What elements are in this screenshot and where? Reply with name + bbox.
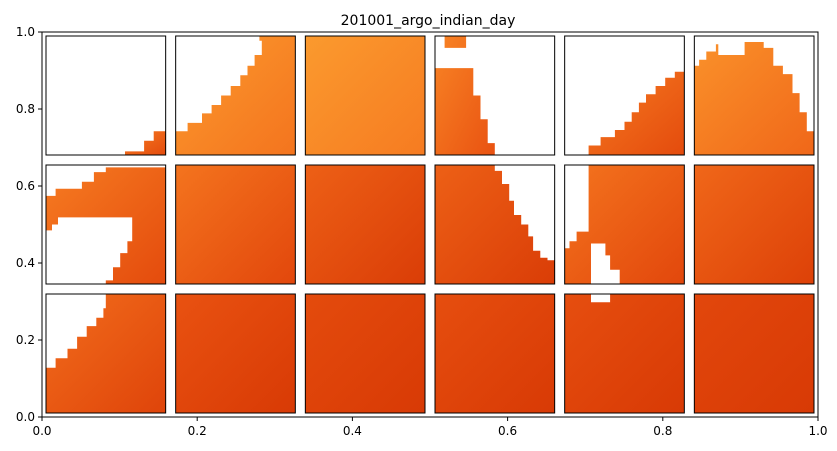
panel-fill <box>175 294 296 413</box>
heatmap-panel <box>434 164 556 285</box>
heatmap-panel <box>434 35 556 156</box>
panel-border <box>45 164 167 285</box>
heatmap-panel <box>175 293 296 414</box>
panel-border <box>693 35 815 156</box>
heatmap-panel <box>693 35 815 156</box>
panel-border <box>693 293 815 414</box>
heatmap-panel <box>434 293 556 414</box>
y-tick-label: 1.0 <box>16 25 35 39</box>
panel-fill <box>435 294 555 413</box>
y-tick-label: 0.4 <box>16 256 35 270</box>
panels <box>45 35 815 414</box>
heatmap-panel <box>564 35 685 156</box>
panel-fill <box>694 165 814 284</box>
heatmap-panel <box>45 164 167 285</box>
panel-fill <box>564 165 685 284</box>
panel-fill <box>694 42 814 155</box>
panel-border <box>45 35 167 156</box>
panel-border <box>434 164 556 285</box>
panel-fill <box>175 36 296 155</box>
panel-border <box>175 35 296 156</box>
panel-fill <box>46 294 166 413</box>
x-tick-label: 1.0 <box>808 424 827 438</box>
panel-fill <box>564 294 685 413</box>
y-tick-label: 0.6 <box>16 179 35 193</box>
panel-border <box>564 164 685 285</box>
panel-border <box>564 35 685 156</box>
axes <box>41 31 819 418</box>
heatmap-panel <box>45 35 167 156</box>
heatmap-panel <box>304 164 426 285</box>
heatmap-panel <box>304 35 426 156</box>
panel-border <box>434 293 556 414</box>
y-tick-label: 0.8 <box>16 102 35 116</box>
x-tick-label: 0.4 <box>343 424 362 438</box>
panel-border <box>564 293 685 414</box>
y-tick-label: 0.2 <box>16 333 35 347</box>
panel-fill <box>435 165 555 284</box>
panel-border <box>434 35 556 156</box>
panel-border <box>175 164 296 285</box>
panel-border <box>304 164 426 285</box>
heatmap-panel <box>175 35 296 156</box>
x-tick-label: 0.8 <box>653 424 672 438</box>
heatmap-panel <box>693 293 815 414</box>
axes-frame <box>41 31 819 418</box>
panel-fill <box>305 165 425 284</box>
panel-fill <box>305 294 425 413</box>
x-tick-label: 0.0 <box>32 424 51 438</box>
chart-title: 201001_argo_indian_day <box>341 13 516 29</box>
heatmap-panel <box>175 164 296 285</box>
panel-fill <box>46 167 166 284</box>
panel-border <box>45 293 167 414</box>
panel-border <box>304 293 426 414</box>
heatmap-panel <box>45 293 167 414</box>
panel-fill <box>305 36 425 155</box>
x-tick-label: 0.6 <box>498 424 517 438</box>
panel-fill <box>175 165 296 284</box>
panel-fill <box>435 36 495 155</box>
heatmap-panel <box>304 293 426 414</box>
panel-border <box>304 35 426 156</box>
y-ticks: 0.0 0.2 0.4 0.6 0.8 1.0 <box>16 25 42 424</box>
heatmap-panel <box>564 164 685 285</box>
heatmap-panel <box>693 164 815 285</box>
x-tick-label: 0.2 <box>188 424 207 438</box>
x-ticks: 0.0 0.2 0.4 0.6 0.8 1.0 <box>32 417 828 438</box>
panel-border <box>175 293 296 414</box>
panel-fill <box>588 71 685 155</box>
y-tick-label: 0.0 <box>16 410 35 424</box>
panel-fill <box>125 131 166 155</box>
heatmap-panel <box>564 293 685 414</box>
panel-fill <box>694 294 814 413</box>
panel-border <box>693 164 815 285</box>
